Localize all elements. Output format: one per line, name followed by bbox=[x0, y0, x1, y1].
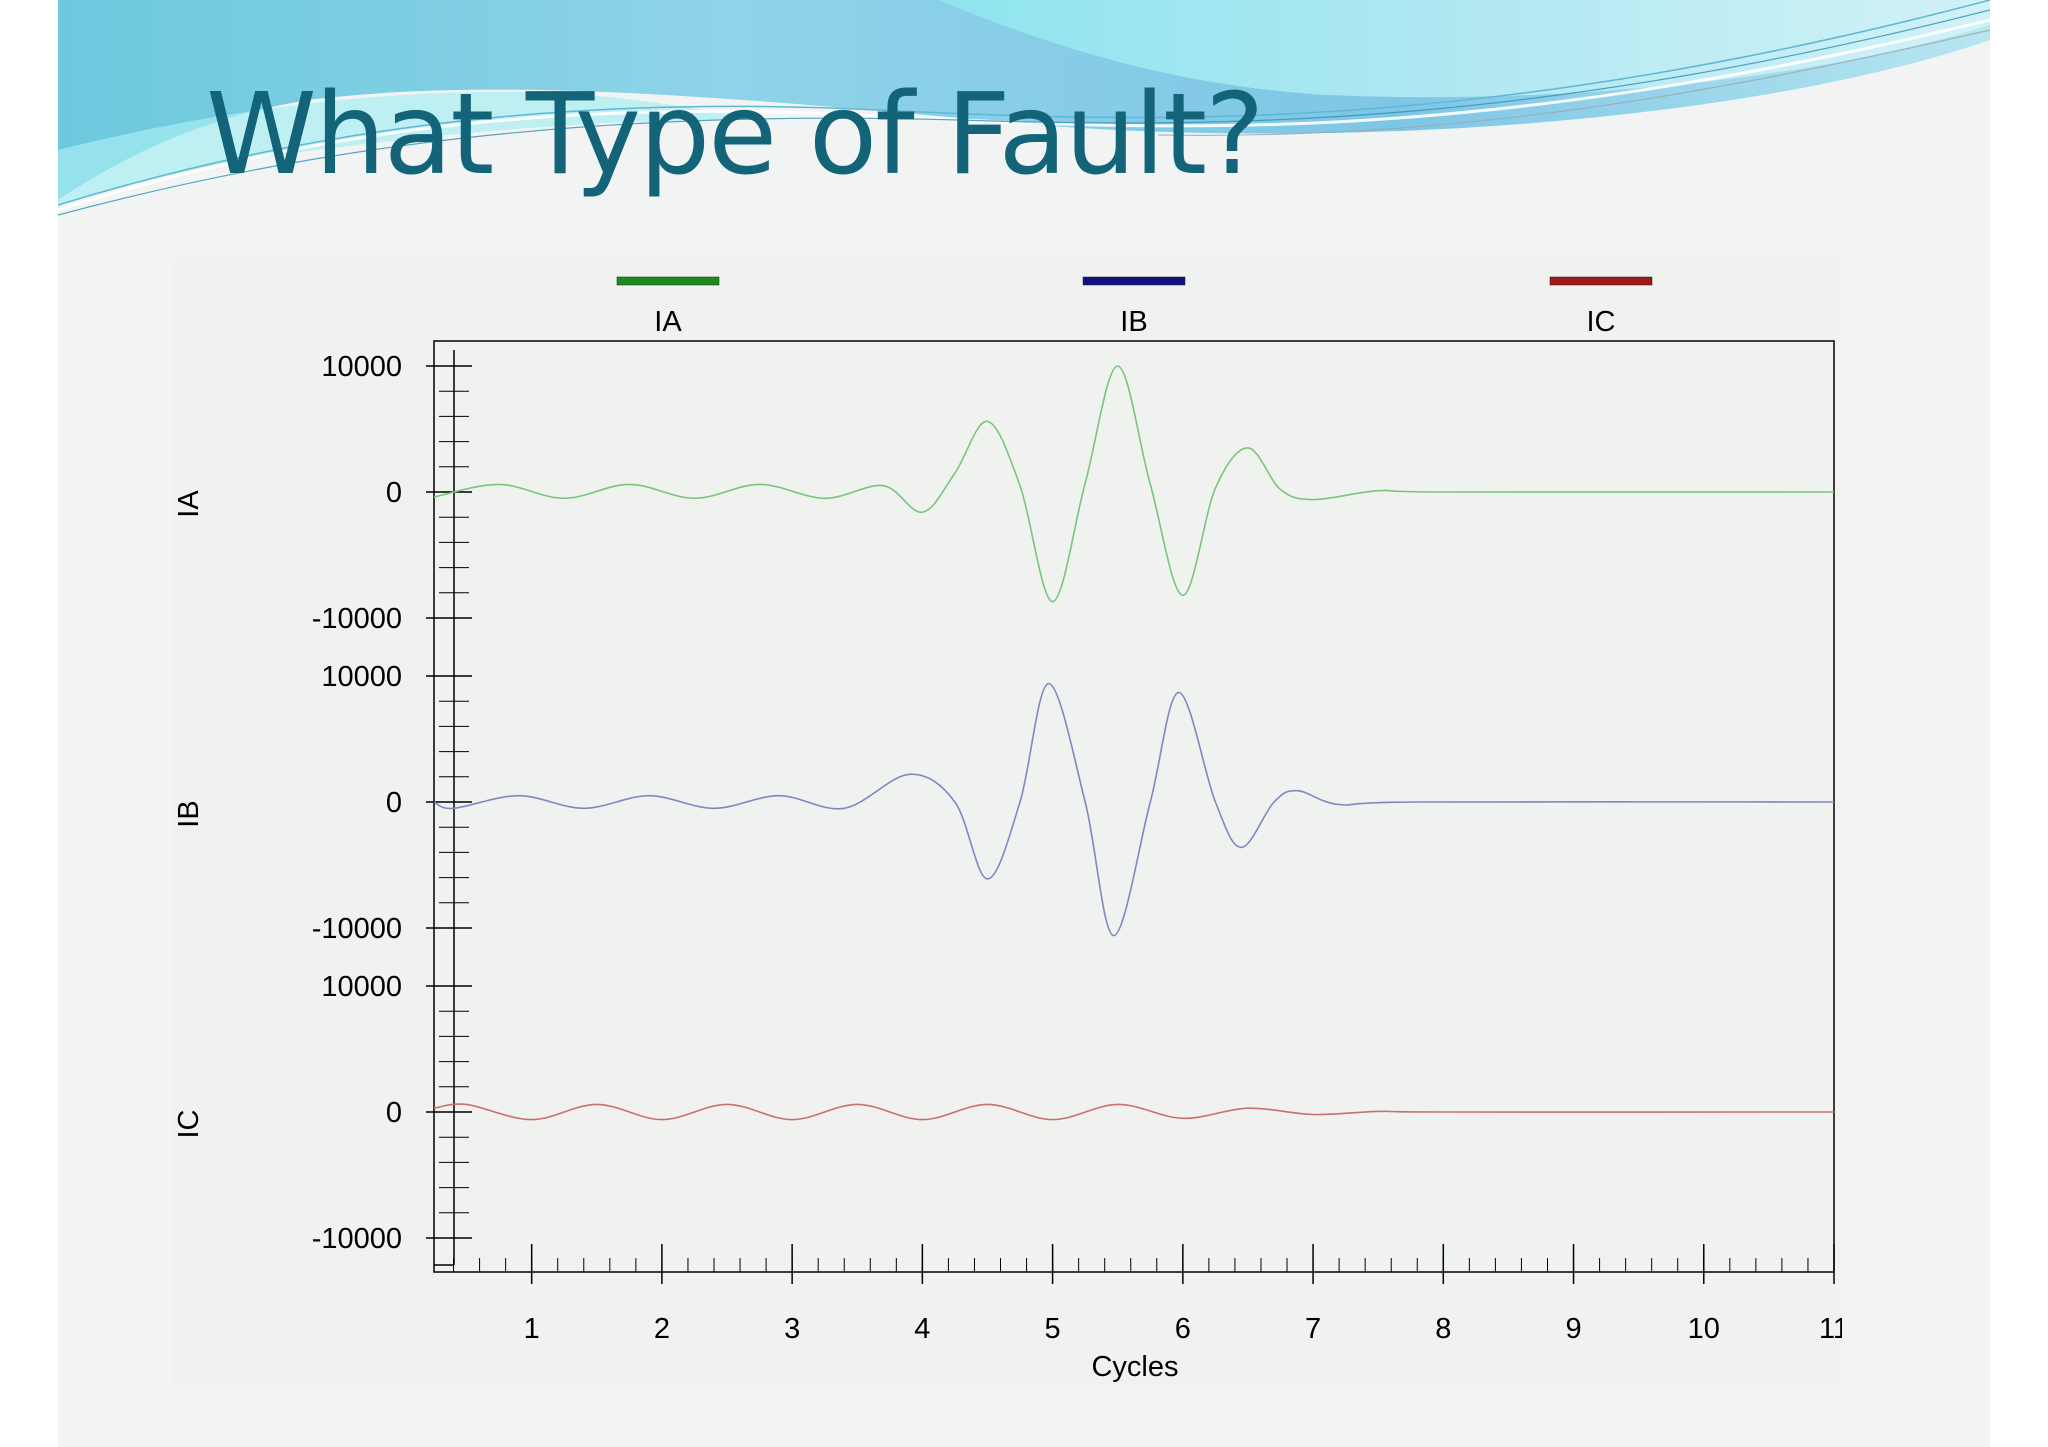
x-tick-label: 5 bbox=[1045, 1313, 1061, 1345]
y-tick-label-ib: -10000 bbox=[312, 913, 402, 945]
slide-title: What Type of Fault? bbox=[206, 70, 1265, 200]
axes: 10000 0 -10000 IA 10000 0 -10000 IB 10000 0 -10000… bbox=[173, 350, 1842, 1345]
legend-swatch-ia bbox=[616, 276, 720, 286]
wave-line-4 bbox=[1157, 29, 1990, 136]
x-tick-label: 4 bbox=[914, 1313, 930, 1345]
x-tick-label: 6 bbox=[1175, 1313, 1191, 1345]
plot-frame bbox=[433, 340, 1835, 1273]
y-tick-label-ic: 10000 bbox=[321, 971, 402, 1003]
legend-swatch-ic bbox=[1549, 276, 1653, 286]
wave-pale bbox=[58, 91, 758, 205]
wave-line-3 bbox=[58, 9, 1990, 216]
x-tick-label: 9 bbox=[1565, 1313, 1581, 1345]
wave-line-2 bbox=[58, 0, 1990, 206]
legend-label-ic: IC bbox=[1587, 306, 1616, 338]
legend-label-ib: IB bbox=[1120, 306, 1147, 338]
wave-line-1 bbox=[58, 18, 1990, 212]
y-tick-label-ia: 10000 bbox=[321, 351, 402, 383]
x-tick-label: 10 bbox=[1688, 1313, 1720, 1345]
y-tick-label-ic: -10000 bbox=[312, 1223, 402, 1255]
y-tick-label-ib: 0 bbox=[386, 787, 402, 819]
chart-panel: IA IB IC 10000 0 -10000 IA 10000 0 -10000 IB 10000… bbox=[172, 258, 1842, 1386]
series-line-ic bbox=[433, 1103, 1835, 1121]
x-tick-label: 11 bbox=[1819, 1313, 1842, 1345]
legend: IA IB IC bbox=[616, 276, 1653, 338]
y-tick-label-ic: 0 bbox=[386, 1097, 402, 1129]
y-tick-label-ia: -10000 bbox=[312, 603, 402, 635]
y-axis-label-ib: IB bbox=[173, 800, 205, 827]
x-tick-label: 7 bbox=[1305, 1313, 1321, 1345]
header-wave-banner bbox=[58, 0, 1990, 216]
y-axis-label-ia: IA bbox=[173, 490, 205, 518]
x-tick-label: 3 bbox=[784, 1313, 800, 1345]
series bbox=[433, 365, 1835, 1121]
x-tick-label: 8 bbox=[1435, 1313, 1451, 1345]
y-tick-label-ia: 0 bbox=[386, 477, 402, 509]
y-axis-label-ic: IC bbox=[173, 1110, 205, 1139]
fault-waveform-chart: IA IB IC 100000-10000IA100000-10000IB10000… bbox=[173, 276, 1842, 1383]
y-tick-label-ib: 10000 bbox=[321, 661, 402, 693]
series-line-ib bbox=[433, 682, 1835, 937]
x-tick-label: 2 bbox=[654, 1313, 670, 1345]
wave-light bbox=[938, 0, 1990, 98]
series-line-ia bbox=[433, 365, 1835, 603]
legend-label-ia: IA bbox=[654, 306, 682, 338]
slide: What Type of Fault? IA IB IC 10000 0 -10000 I… bbox=[58, 0, 1990, 1447]
x-axis-label: Cycles bbox=[1091, 1351, 1178, 1383]
x-tick-label: 1 bbox=[524, 1313, 540, 1345]
legend-swatch-ib bbox=[1082, 276, 1186, 286]
